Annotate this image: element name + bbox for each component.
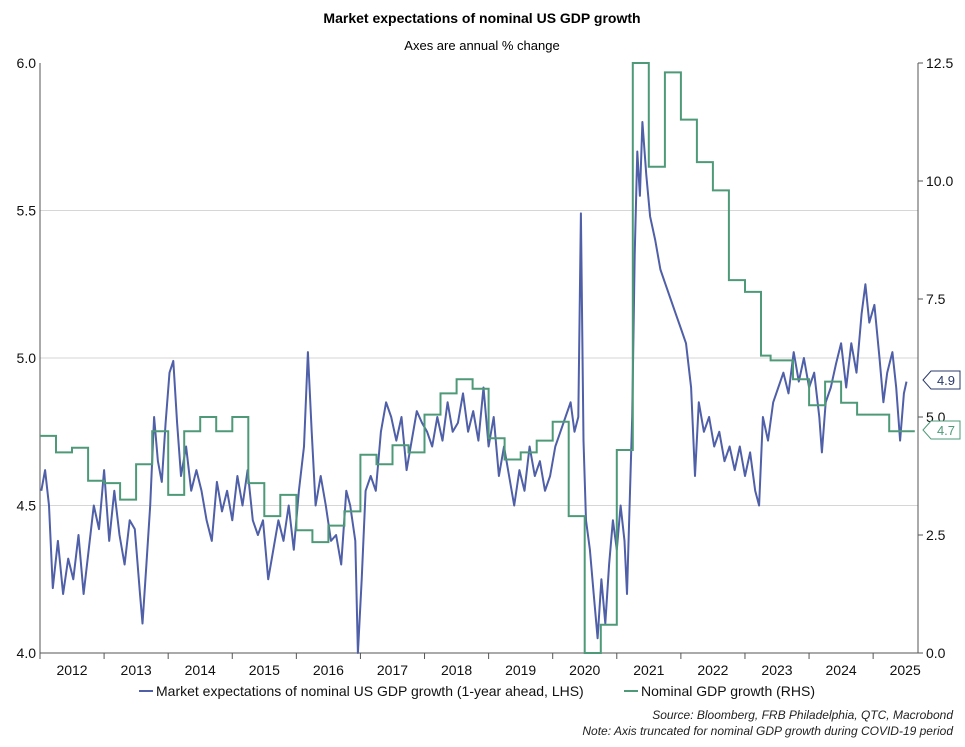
end-label-market-text: 4.9 bbox=[937, 373, 955, 388]
right-tick-10.0: 10.0 bbox=[926, 173, 953, 189]
x-tick-2016: 2016 bbox=[313, 662, 344, 678]
x-tick-2017: 2017 bbox=[377, 662, 408, 678]
series-nominal-gdp-line bbox=[40, 62, 915, 654]
series-market-expectations-line bbox=[40, 121, 908, 654]
series-group bbox=[40, 62, 915, 654]
legend-label-market: Market expectations of nominal US GDP gr… bbox=[156, 683, 584, 699]
left-tick-6.0: 6.0 bbox=[17, 55, 37, 71]
x-axis-ticks: 2012 2013 2014 2015 2016 2017 2018 2019 2020 2021… bbox=[39, 653, 921, 678]
chart-title: Market expectations of nominal US GDP gr… bbox=[323, 10, 640, 26]
left-tick-4.0: 4.0 bbox=[17, 645, 37, 661]
end-label-nominal-box bbox=[922, 420, 961, 440]
x-tick-2014: 2014 bbox=[185, 662, 216, 678]
legend: Market expectations of nominal US GDP gr… bbox=[139, 683, 815, 699]
end-label-nominal: 4.7 bbox=[922, 420, 961, 440]
axes bbox=[39, 63, 919, 654]
left-tick-4.5: 4.5 bbox=[17, 498, 37, 514]
grid bbox=[40, 210, 918, 506]
left-tick-5.0: 5.0 bbox=[17, 350, 37, 366]
left-axis-ticks: 4.0 4.5 5.0 5.5 6.0 bbox=[17, 55, 37, 661]
x-tick-2019: 2019 bbox=[505, 662, 536, 678]
chart-subtitle: Axes are annual % change bbox=[404, 38, 559, 53]
right-tick-12.5: 12.5 bbox=[926, 55, 953, 71]
right-tick-7.5: 7.5 bbox=[926, 291, 946, 307]
x-tick-2023: 2023 bbox=[761, 662, 792, 678]
x-tick-2012: 2012 bbox=[56, 662, 87, 678]
right-tick-0.0: 0.0 bbox=[926, 645, 946, 661]
end-label-market-box bbox=[922, 370, 961, 390]
x-tick-2013: 2013 bbox=[121, 662, 152, 678]
x-tick-2021: 2021 bbox=[633, 662, 664, 678]
end-label-market: 4.9 bbox=[922, 370, 961, 390]
right-axis-ticks: 0.02.55.07.510.012.5 bbox=[918, 55, 953, 661]
end-label-nominal-text: 4.7 bbox=[937, 423, 955, 438]
x-tick-2022: 2022 bbox=[697, 662, 728, 678]
legend-label-nominal: Nominal GDP growth (RHS) bbox=[641, 683, 815, 699]
x-tick-2024: 2024 bbox=[826, 662, 857, 678]
end-labels: 4.9 4.7 bbox=[922, 370, 961, 440]
x-tick-2025: 2025 bbox=[890, 662, 921, 678]
source-line: Source: Bloomberg, FRB Philadelphia, QTC… bbox=[652, 708, 953, 722]
left-tick-5.5: 5.5 bbox=[17, 203, 37, 219]
x-tick-2020: 2020 bbox=[569, 662, 600, 678]
x-tick-2015: 2015 bbox=[249, 662, 280, 678]
note-line: Note: Axis truncated for nominal GDP gro… bbox=[582, 724, 953, 738]
right-tick-2.5: 2.5 bbox=[926, 527, 946, 543]
x-tick-2018: 2018 bbox=[441, 662, 472, 678]
